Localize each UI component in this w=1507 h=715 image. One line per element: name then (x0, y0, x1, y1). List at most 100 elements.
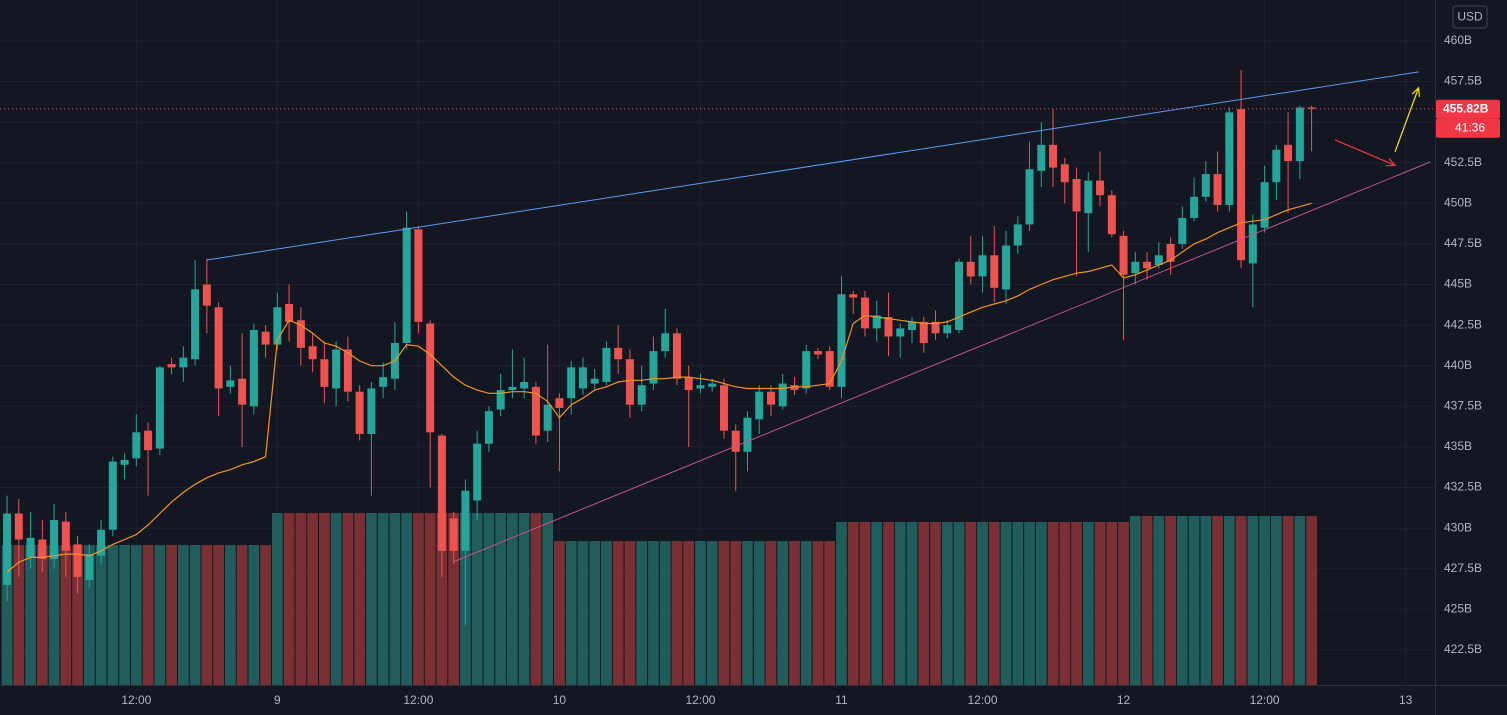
volume-bar (260, 545, 271, 685)
volume-bar (518, 513, 530, 685)
candle-body (73, 544, 82, 577)
candle-body (214, 307, 223, 389)
volume-bar (507, 513, 518, 685)
last-price-box (1436, 99, 1500, 119)
volume-bar (612, 541, 624, 685)
volume-bar (1129, 516, 1141, 685)
candle-body (672, 333, 681, 379)
volume-bar (1012, 522, 1024, 685)
candle-body (1284, 144, 1293, 162)
candle-body (755, 391, 764, 420)
candle-body (990, 255, 999, 288)
candle-body (731, 430, 740, 452)
y-tick-label: 445B (1444, 277, 1472, 291)
candle-body (1107, 195, 1116, 235)
volume-bar (1223, 516, 1235, 685)
volume-bar (354, 513, 366, 685)
volume-bar (1247, 516, 1259, 685)
candle-body (825, 351, 834, 387)
volume-bar (894, 522, 906, 685)
x-tick-label: 12:00 (968, 693, 998, 707)
volume-bar (1106, 522, 1118, 685)
volume-bar (1024, 522, 1035, 685)
candle-body (437, 435, 446, 551)
candle-body (531, 386, 540, 436)
candle-body (167, 364, 176, 368)
candle-body (520, 381, 529, 389)
y-tick-label: 422.5B (1444, 642, 1482, 656)
arrow-head (1411, 86, 1421, 97)
candle-body (97, 529, 106, 556)
countdown-label: 41:36 (1455, 120, 1485, 134)
volume-bar (283, 513, 295, 685)
candle-body (649, 351, 658, 384)
volume-bar (436, 513, 448, 685)
candle-body (1037, 144, 1046, 171)
y-tick-label: 460B (1444, 33, 1472, 47)
volume-bar (683, 541, 695, 685)
volume-bar (789, 541, 800, 685)
candle-body (1201, 174, 1210, 197)
volume-bar (330, 513, 342, 685)
candle-body (708, 383, 717, 387)
candle-body (120, 459, 129, 465)
candle-body (943, 325, 952, 334)
volume-bar (800, 541, 812, 685)
volume-bar (1270, 516, 1282, 685)
candle-body (473, 443, 482, 501)
currency-box[interactable] (1452, 5, 1488, 29)
candle-body (1178, 217, 1187, 244)
candle-body (543, 404, 552, 431)
candle-body (1190, 196, 1199, 218)
candle-body (590, 378, 599, 384)
volume-bar (648, 541, 659, 685)
candle-body (343, 349, 352, 392)
volume-bar (307, 513, 318, 685)
candle-body (1131, 261, 1140, 274)
volume-bar (988, 522, 1000, 685)
volume-bar (342, 513, 354, 685)
candle-body (1272, 149, 1281, 183)
volume-bar (107, 545, 119, 685)
candle-body (273, 307, 282, 345)
candle-body (849, 294, 858, 298)
volume-bar (1, 545, 13, 685)
volume-bar (1141, 516, 1153, 685)
volume-bar (48, 545, 60, 685)
volume-bar (83, 545, 95, 685)
candle-body (813, 351, 822, 355)
candle-body (1119, 235, 1128, 275)
volume-bar (565, 541, 577, 685)
currency-label: USD (1457, 10, 1483, 24)
volume-bar (483, 513, 495, 685)
volume-bar (1071, 522, 1082, 685)
volume-bar (142, 545, 154, 685)
candle-body (1237, 109, 1246, 261)
volume-bar (671, 541, 683, 685)
y-tick-label: 430B (1444, 520, 1472, 534)
arrow (1394, 87, 1420, 153)
volume-bar (248, 545, 260, 685)
arrow (1334, 139, 1396, 166)
candle-body (3, 513, 12, 585)
candle-body (684, 377, 693, 391)
y-tick-label: 452.5B (1444, 155, 1482, 169)
y-tick-label: 440B (1444, 358, 1472, 372)
candle-body (1295, 107, 1304, 162)
volume-bar (742, 541, 753, 685)
volume-bar (624, 541, 636, 685)
candle-body (38, 539, 47, 559)
volume-bar (60, 545, 72, 685)
candle-body (484, 411, 493, 444)
candle-body (132, 432, 141, 459)
volume-bar (859, 522, 871, 685)
candle-body (955, 261, 964, 330)
volume-bar (847, 522, 859, 685)
candle-body (261, 331, 270, 345)
candle-body (778, 383, 787, 407)
volume-bar (366, 513, 377, 685)
volume-bar (706, 541, 718, 685)
candle-body (144, 430, 153, 451)
volume-bar (659, 541, 671, 685)
